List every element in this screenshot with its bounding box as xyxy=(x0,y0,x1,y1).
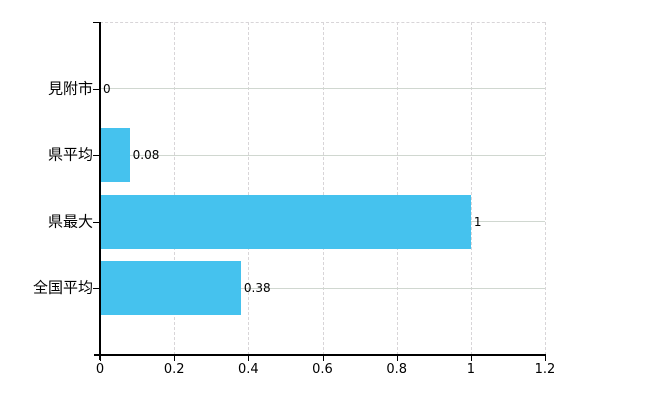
x-axis-line xyxy=(94,354,546,356)
bar-value-label: 0 xyxy=(103,81,111,96)
x-tick-label: 1.2 xyxy=(534,362,556,377)
bar-value-label: 0.38 xyxy=(243,281,271,296)
x-gridline xyxy=(396,22,398,355)
x-tick-label: 0.8 xyxy=(386,362,407,377)
x-gridline xyxy=(248,22,250,355)
y-axis-line xyxy=(99,22,101,360)
x-gridline xyxy=(322,22,324,355)
bar-value-label: 0.08 xyxy=(132,148,160,163)
x-gridline xyxy=(470,22,472,355)
x-axis-tick xyxy=(396,356,398,361)
bar xyxy=(100,194,471,249)
x-tick-label: 0.2 xyxy=(163,362,185,377)
y-axis-tick xyxy=(93,288,100,290)
y-axis-top-tick xyxy=(93,22,100,23)
category-label: 県平均 xyxy=(47,145,93,164)
y-axis-tick xyxy=(93,221,100,223)
x-tick-label: 0.4 xyxy=(237,362,259,377)
x-gridline xyxy=(545,22,546,355)
x-axis-tick xyxy=(545,356,546,361)
x-tick-label: 0.6 xyxy=(312,362,333,377)
x-axis-tick xyxy=(470,356,472,361)
x-axis-tick xyxy=(100,356,101,361)
y-gridline xyxy=(100,154,545,156)
category-label: 県最大 xyxy=(47,212,93,231)
bar xyxy=(100,128,130,183)
x-axis-tick xyxy=(174,356,176,361)
bar-value-label: 1 xyxy=(473,214,482,229)
category-label: 見附市 xyxy=(47,79,93,98)
y-gridline xyxy=(100,287,545,289)
y-axis-tick xyxy=(93,88,100,90)
plot-top-border xyxy=(100,22,545,23)
y-axis-tick xyxy=(93,155,100,157)
category-label: 全国平均 xyxy=(32,278,93,297)
y-gridline xyxy=(100,88,545,90)
x-axis-tick xyxy=(248,356,250,361)
x-tick-label: 1 xyxy=(466,362,475,377)
x-tick-label: 0 xyxy=(95,362,105,377)
x-gridline xyxy=(174,22,176,355)
x-axis-tick xyxy=(322,356,324,361)
bar xyxy=(100,261,241,316)
